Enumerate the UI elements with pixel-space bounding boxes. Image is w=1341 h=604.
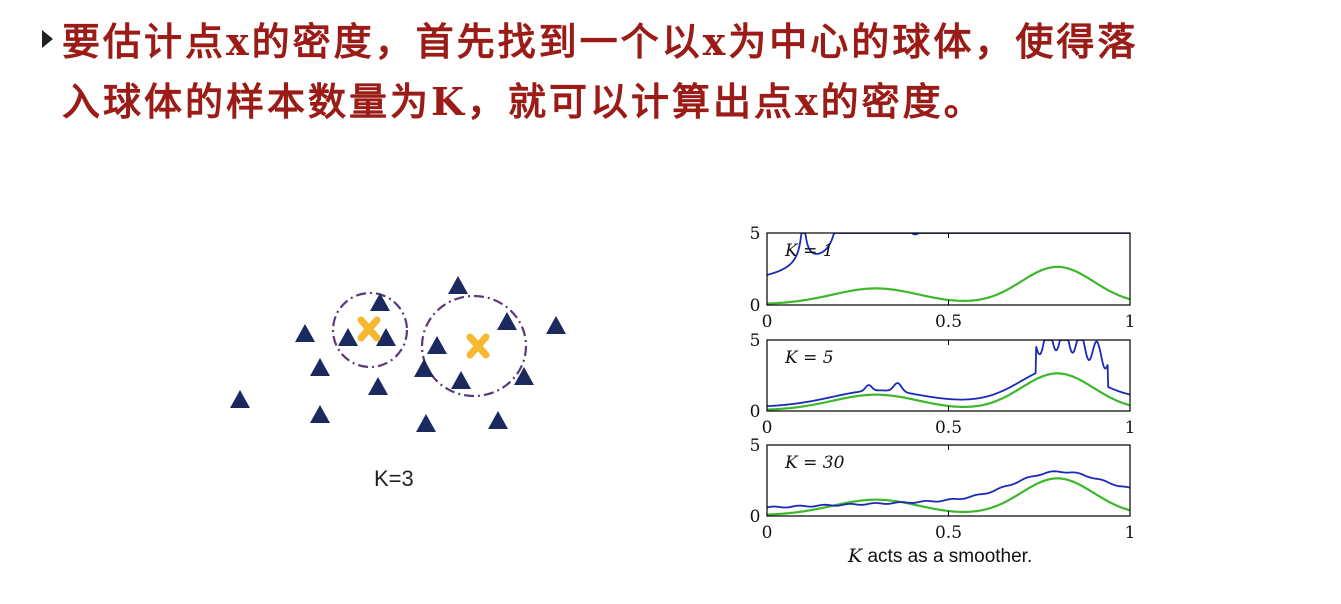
query-point-cross-icon (466, 333, 490, 359)
sample-triangle-icon (338, 328, 358, 346)
x-tick-label: 0 (762, 312, 773, 332)
estimated-density-line (767, 470, 1130, 509)
sample-triangle-icon (546, 316, 566, 334)
sample-triangle-icon (427, 336, 447, 354)
x-tick-label: 1 (1125, 418, 1136, 438)
x-tick-label: 0.5 (935, 312, 962, 332)
query-point-cross-icon (357, 316, 381, 342)
panel-k-label: K = 5 (784, 348, 834, 368)
panel-k-label: K = 1 (784, 241, 834, 261)
sample-triangle-icon (310, 405, 330, 423)
headline-line-1: 要估计点x的密度，首先找到一个以x为中心的球体，使得落 (62, 19, 1139, 64)
sample-triangle-icon (414, 359, 434, 377)
caption-variable: K (848, 545, 863, 567)
density-plot-panel: 0 0.5 1 5 0 K = 30 (750, 436, 1136, 543)
x-tick-label: 1 (1125, 312, 1136, 332)
bullet-arrow-icon (42, 30, 53, 48)
headline-text: 要估计点x的密度，首先找到一个以x为中心的球体，使得落 入球体的样本数量为K，就… (62, 12, 1332, 132)
density-plot-panel: 0 0.5 1 5 0 K = 1 (750, 224, 1136, 332)
x-tick-label: 0 (762, 418, 773, 438)
headline-line-2: 入球体的样本数量为K，就可以计算出点x的密度。 (62, 79, 985, 124)
density-plot-panel: 0 0.5 1 5 0 K = 5 (750, 331, 1136, 438)
panel-k-label: K = 30 (784, 453, 845, 473)
sample-triangle-icon (451, 371, 471, 389)
sample-triangle-icon (488, 411, 508, 429)
knn-illustration (230, 276, 566, 432)
sample-triangle-icon (376, 328, 396, 346)
true-density-line (767, 265, 1130, 305)
sample-triangle-icon (514, 367, 534, 385)
y-tick-label: 5 (750, 436, 761, 456)
true-density-line (767, 477, 1130, 516)
y-tick-label: 5 (750, 224, 761, 244)
estimated-density-line (767, 233, 1130, 276)
sample-triangle-icon (230, 390, 250, 408)
caption-text: acts as a smoother. (862, 546, 1033, 567)
x-tick-label: 1 (1125, 523, 1136, 543)
x-tick-label: 0 (762, 523, 773, 543)
sample-triangle-icon (310, 358, 330, 376)
y-tick-label: 0 (750, 402, 761, 422)
y-tick-label: 5 (750, 331, 761, 351)
k-equals-label: K=3 (374, 466, 414, 491)
sample-triangle-icon (448, 276, 468, 294)
true-density-line (767, 372, 1130, 411)
sample-triangle-icon (416, 414, 436, 432)
x-tick-label: 0.5 (935, 418, 962, 438)
sample-triangle-icon (368, 377, 388, 395)
chart-caption: K acts as a smoother. (848, 545, 1032, 568)
x-tick-label: 0.5 (935, 523, 962, 543)
sample-triangle-icon (295, 324, 315, 342)
y-tick-label: 0 (750, 296, 761, 316)
estimated-density-line (767, 340, 1130, 408)
sample-triangle-icon (497, 312, 517, 330)
neighborhood-circle-large (420, 294, 528, 398)
y-tick-label: 0 (750, 507, 761, 527)
neighborhood-circle-small (331, 291, 409, 369)
sample-triangle-icon (370, 293, 390, 311)
